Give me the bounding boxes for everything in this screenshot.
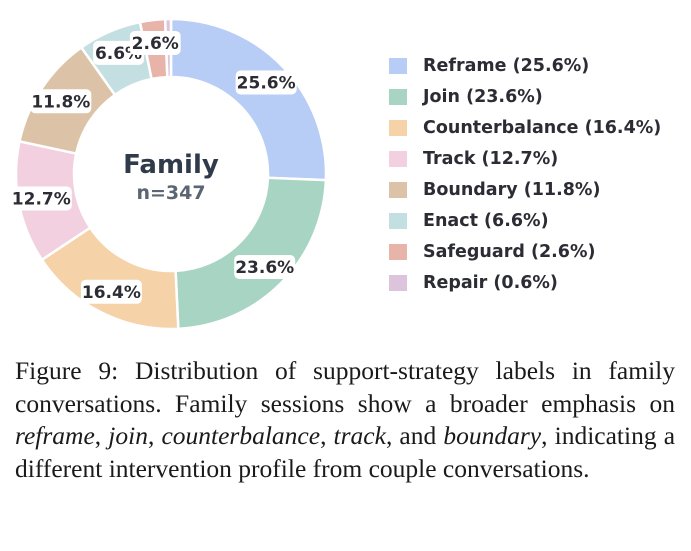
legend-swatch [389, 181, 407, 198]
caption-term-track: track [333, 421, 386, 450]
caption-separator: , and [385, 421, 444, 450]
center-subtitle: n=347 [136, 182, 205, 204]
data-label-safeguard: 2.6% [129, 30, 181, 55]
legend-label: Reframe (25.6%) [423, 55, 590, 76]
caption-prefix: Figure 9: Distribution of support-strate… [15, 356, 675, 418]
data-label-boundary: 11.8% [30, 89, 92, 114]
svg-text:25.6%: 25.6% [237, 74, 296, 94]
legend-label: Join (23.6%) [423, 86, 543, 107]
legend-swatch [389, 274, 407, 291]
legend-item-enact: Enact (6.6%) [389, 205, 661, 236]
figure-caption: Figure 9: Distribution of support-strate… [15, 355, 675, 485]
legend: Reframe (25.6%) Join (23.6%) Counterbalanc… [389, 50, 661, 298]
legend-item-track: Track (12.7%) [389, 143, 661, 174]
data-label-track: 12.7% [10, 186, 72, 211]
legend-swatch [389, 243, 407, 260]
donut-chart: 25.6%23.6%16.4%12.7%11.8%6.6%2.6%Familyn… [10, 17, 328, 331]
data-label-counterbalance: 16.4% [80, 279, 142, 304]
caption-suffix: , indicating a different intervention pr… [15, 421, 676, 483]
legend-item-reframe: Reframe (25.6%) [389, 50, 661, 81]
legend-swatch [389, 150, 407, 167]
caption-separator: , [94, 421, 109, 450]
caption-term-reframe: reframe [15, 421, 95, 450]
legend-item-repair: Repair (0.6%) [389, 267, 661, 298]
svg-text:11.8%: 11.8% [31, 92, 90, 112]
slice-reframe [169, 17, 328, 182]
data-label-join: 23.6% [234, 254, 296, 279]
svg-text:16.4%: 16.4% [82, 283, 141, 303]
legend-swatch [389, 88, 407, 105]
legend-label: Counterbalance (16.4%) [423, 117, 662, 138]
caption-separator: , [147, 421, 162, 450]
caption-term-boundary: boundary [443, 421, 542, 450]
legend-item-boundary: Boundary (11.8%) [389, 174, 661, 205]
caption-term-counterbalance: counterbalance [161, 421, 321, 450]
slice-join [174, 176, 328, 331]
legend-label: Safeguard (2.6%) [423, 241, 596, 262]
legend-item-safeguard: Safeguard (2.6%) [389, 236, 661, 267]
legend-item-join: Join (23.6%) [389, 81, 661, 112]
caption-term-join: join [108, 421, 148, 450]
data-label-reframe: 25.6% [235, 70, 297, 95]
legend-swatch [389, 212, 407, 229]
svg-text:12.7%: 12.7% [12, 190, 71, 210]
legend-item-counterbalance: Counterbalance (16.4%) [389, 112, 661, 143]
legend-label: Boundary (11.8%) [423, 179, 601, 200]
svg-text:2.6%: 2.6% [132, 34, 179, 54]
legend-swatch [389, 57, 407, 74]
legend-swatch [389, 119, 407, 136]
legend-label: Repair (0.6%) [423, 272, 558, 293]
caption-separator: , [320, 421, 334, 450]
legend-label: Track (12.7%) [423, 148, 559, 169]
legend-label: Enact (6.6%) [423, 210, 549, 231]
center-title: Family [123, 150, 219, 180]
svg-text:23.6%: 23.6% [235, 258, 294, 278]
